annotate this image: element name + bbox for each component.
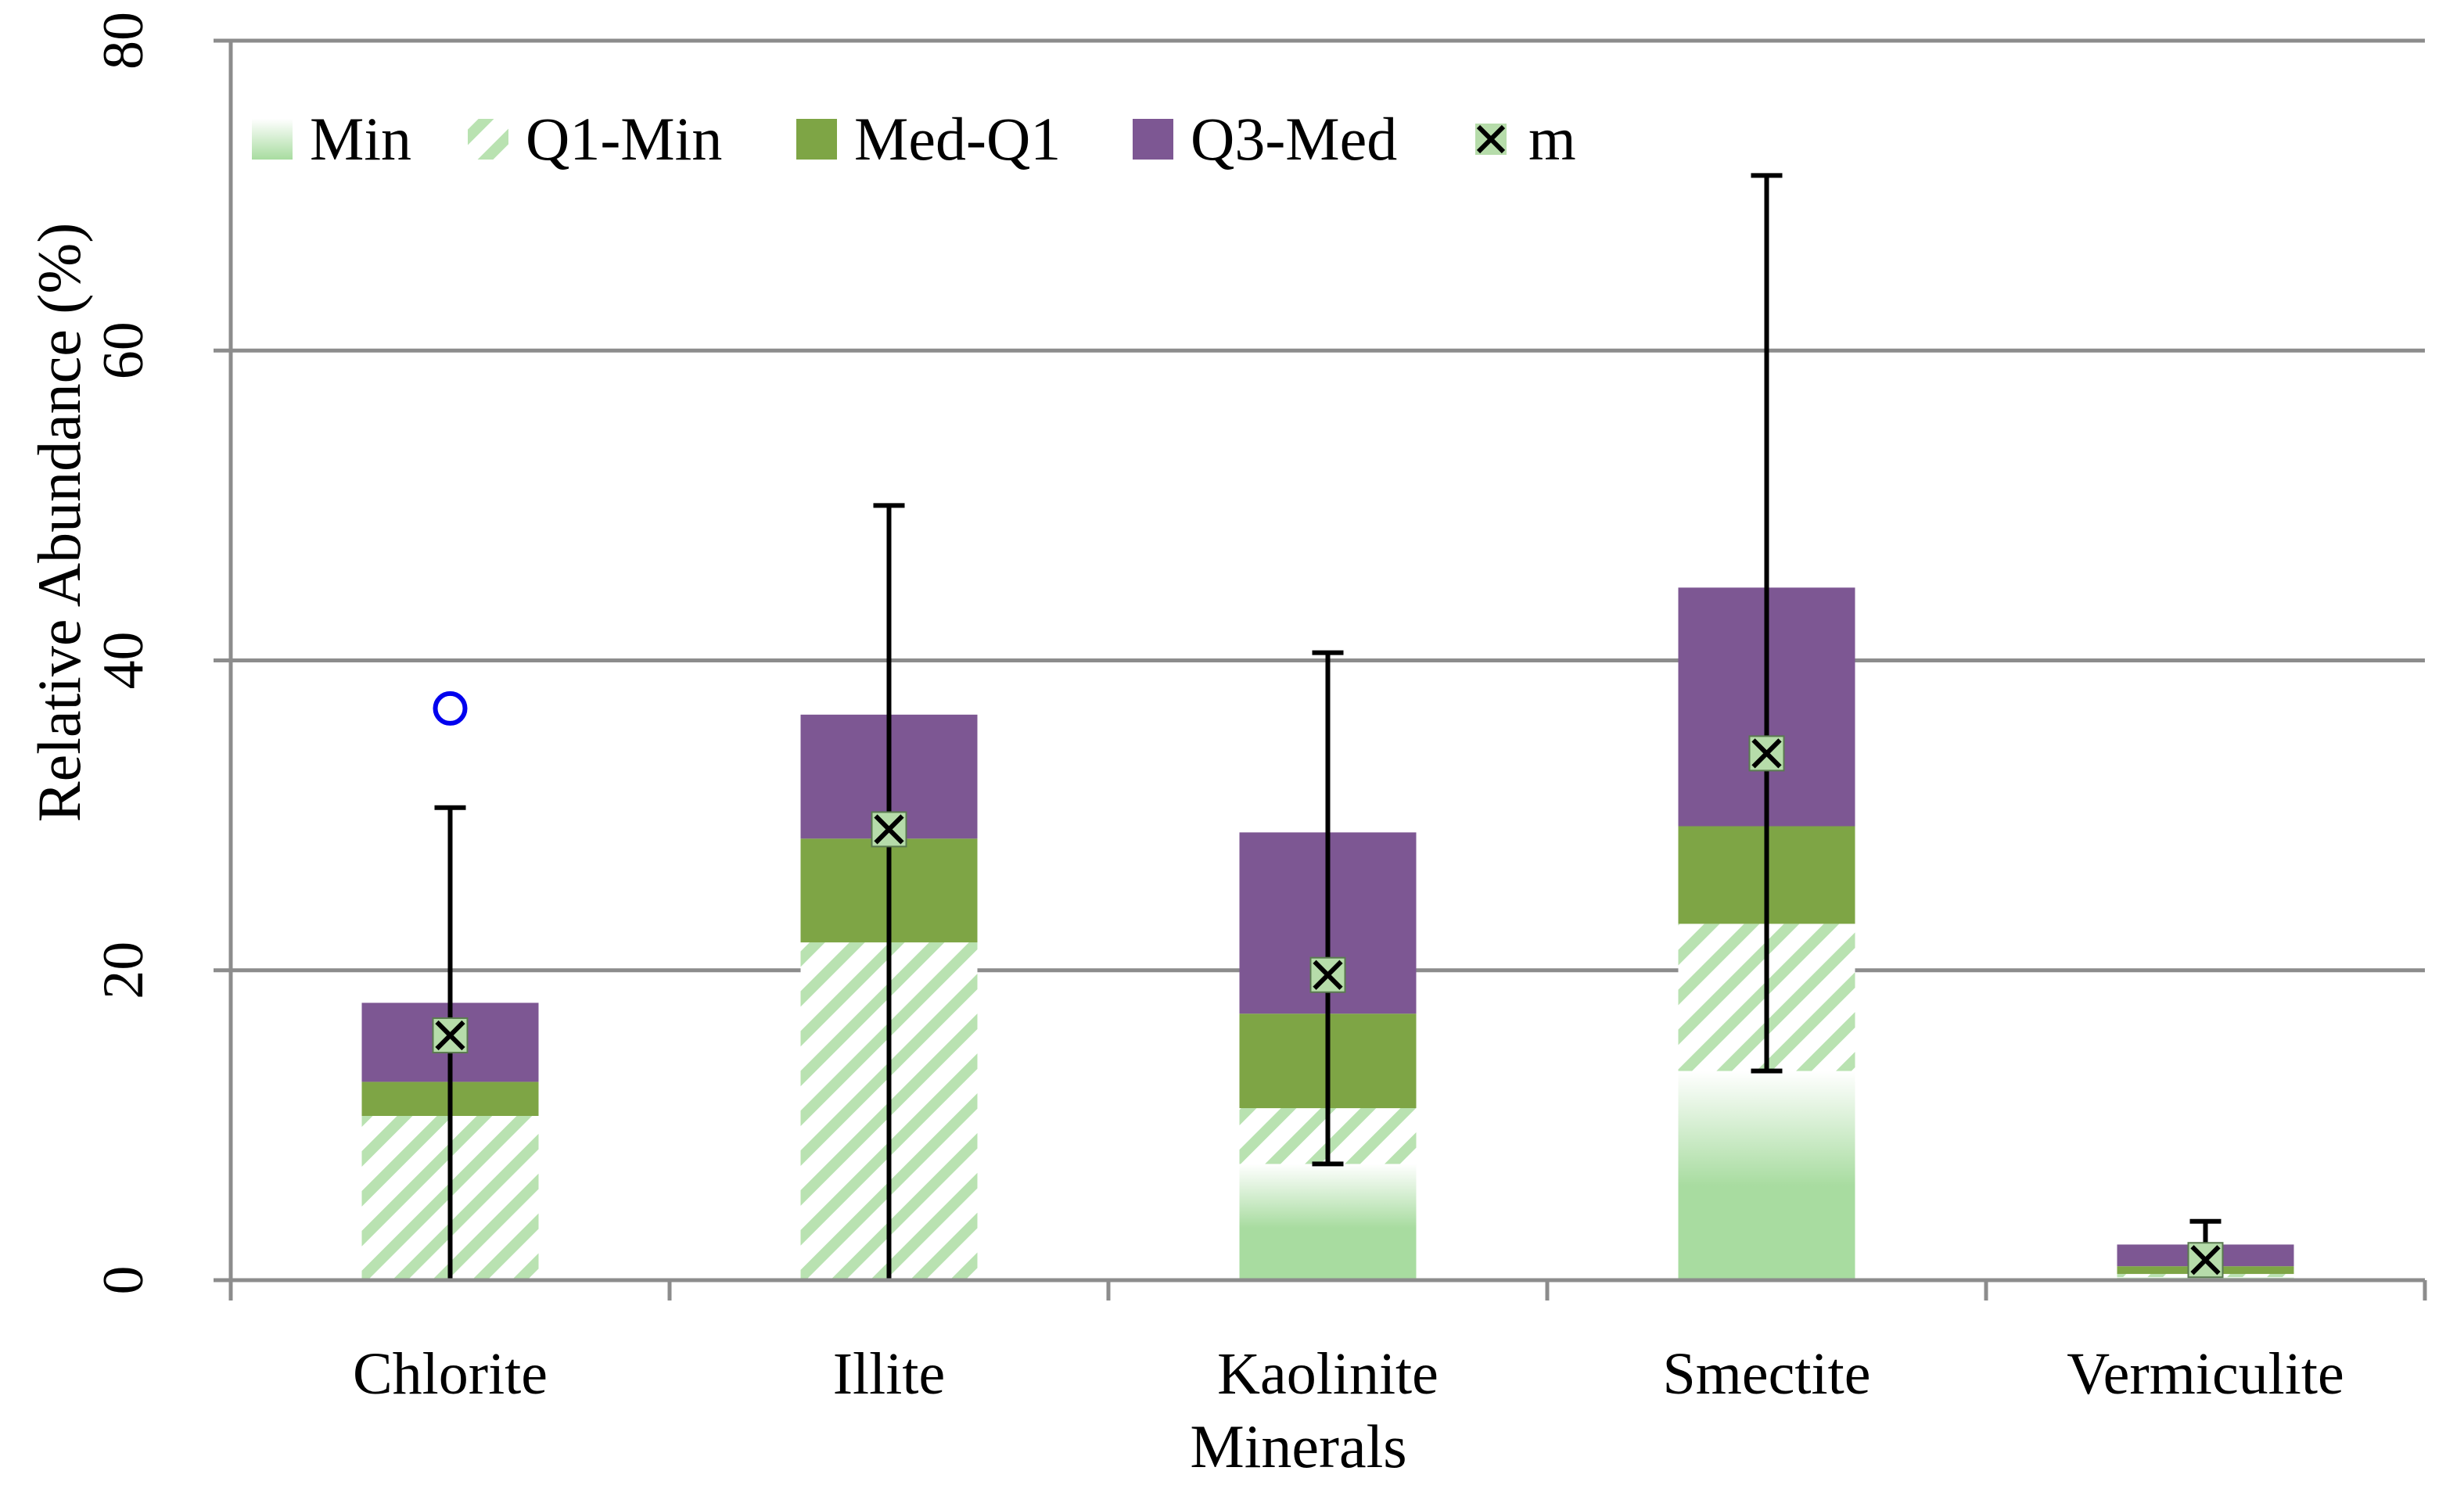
y-tick-label: 60 — [92, 321, 156, 379]
mean-marker-x-kaolinite — [1313, 960, 1343, 990]
outlier-markers — [433, 691, 468, 726]
legend-item-m: m — [1475, 105, 1576, 173]
legend-item-med-q1: Med-Q1 — [796, 105, 1061, 173]
legend-swatch — [1133, 119, 1173, 160]
legend-item-q3-med: Q3-Med — [1133, 105, 1397, 173]
y-tick-labels: 0 20 40 60 80 — [92, 12, 156, 1295]
mean-marker-x-vermiculite — [2190, 1245, 2221, 1275]
legend-label: Min — [310, 105, 411, 173]
x-tick-label-chlorite: Chlorite — [353, 1341, 548, 1407]
x-tick-label-kaolinite: Kaolinite — [1217, 1341, 1439, 1407]
y-tick-label: 40 — [92, 632, 156, 690]
x-tick-label-illite: Illite — [833, 1341, 946, 1407]
legend-label: Q3-Med — [1191, 105, 1397, 173]
whiskers — [434, 173, 2222, 1280]
legend-item-q1-min: Q1-Min — [468, 105, 722, 173]
mean-marker-x-illite — [874, 814, 904, 845]
legend: Min Q1-Min Med-Q1 Q3-Med m — [252, 105, 1576, 173]
legend-label: m — [1528, 105, 1576, 173]
legend-label: Q1-Min — [526, 105, 722, 173]
x-tick-label-vermiculite: Vermiculite — [2067, 1341, 2344, 1407]
legend-swatch — [468, 119, 508, 160]
y-tick-label: 0 — [92, 1266, 156, 1295]
mean-markers — [432, 735, 2224, 1279]
bar-min-kaolinite — [1239, 1164, 1417, 1280]
mean-marker-x-smectite — [1751, 738, 1782, 769]
bar-min-smectite — [1678, 1071, 1855, 1280]
legend-marker-x — [1476, 124, 1506, 154]
y-axis-title: Relative Abundance (%) — [25, 223, 93, 823]
legend-swatch — [252, 119, 293, 160]
x-axis-title: Minerals — [1190, 1412, 1406, 1480]
legend-item-min: Min — [252, 105, 411, 173]
y-tick-label: 20 — [92, 942, 156, 999]
axes — [214, 38, 2427, 1300]
x-tick-labels: Chlorite Illite Kaolinite Smectite Vermiculi… — [353, 1341, 2344, 1407]
x-tick-label-smectite: Smectite — [1663, 1341, 1871, 1407]
outlier-chlorite — [433, 691, 468, 726]
y-tick-label: 80 — [92, 12, 156, 70]
legend-label: Med-Q1 — [854, 105, 1061, 173]
legend-swatch — [796, 119, 837, 160]
mean-marker-x-chlorite — [435, 1020, 465, 1051]
